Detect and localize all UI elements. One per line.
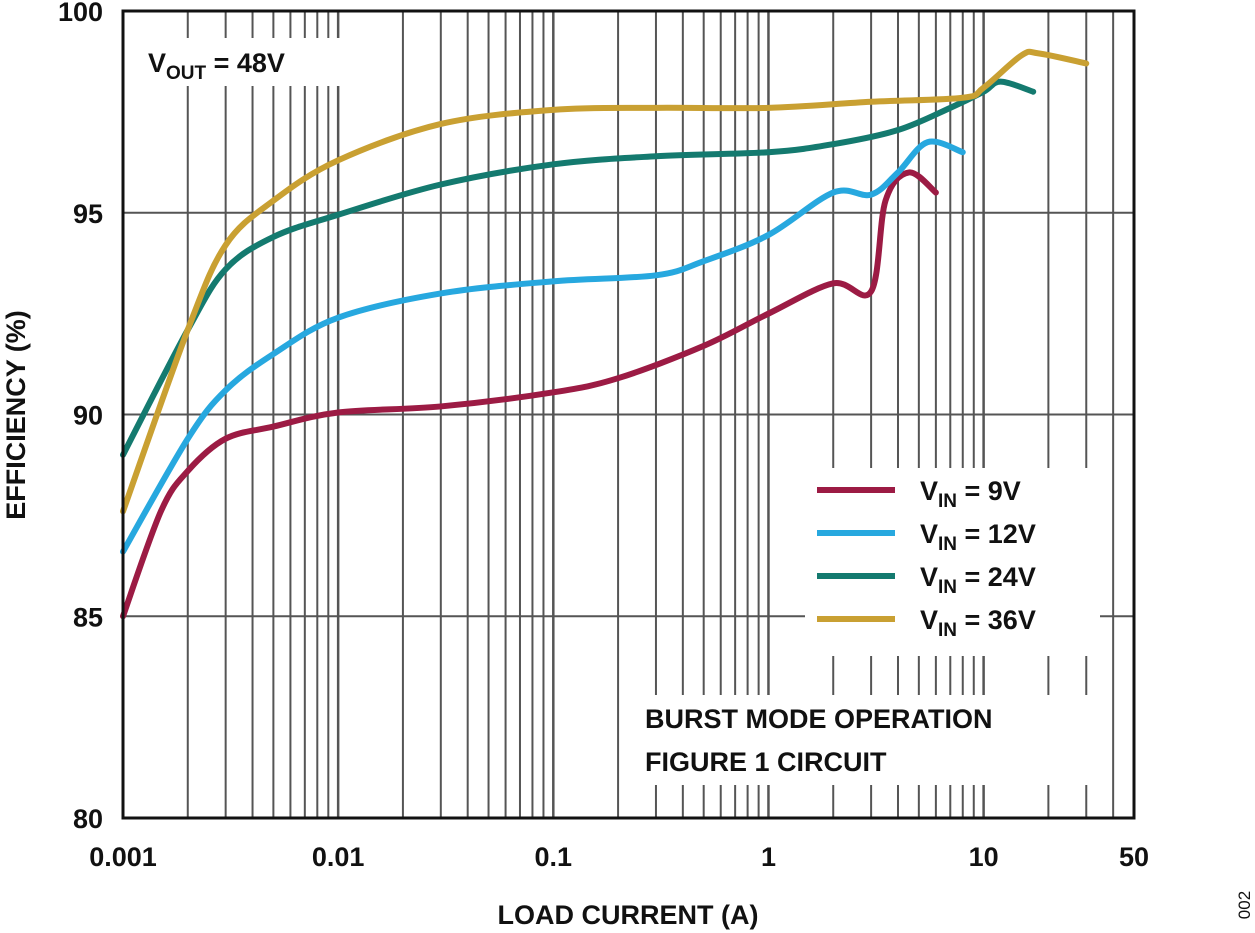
series-line-0 [120, 169, 939, 620]
x-tick-label: 1 [761, 842, 776, 872]
x-tick-label: 0.001 [89, 842, 157, 872]
y-tick-label: 80 [73, 804, 103, 834]
series-line-1 [120, 138, 966, 555]
legend-label: VIN = 12V [920, 519, 1036, 555]
mode-annotation: BURST MODE OPERATION FIGURE 1 CIRCUIT [636, 695, 1091, 785]
mode-line-1: BURST MODE OPERATION [645, 704, 993, 734]
x-tick-label: 0.01 [312, 842, 365, 872]
grid [123, 11, 1135, 818]
series-lines [120, 48, 1090, 620]
legend-label: VIN = 36V [920, 605, 1036, 641]
plot-frame [121, 9, 1136, 820]
series-line-2 [120, 78, 1037, 458]
y-tick-label: 90 [73, 401, 103, 431]
x-tick-label: 10 [969, 842, 999, 872]
x-tick-label: 0.1 [535, 842, 573, 872]
legend-label: VIN = 9V [920, 476, 1021, 512]
x-tick-label: 50 [1119, 842, 1149, 872]
figure-id: 002 [1235, 891, 1254, 919]
vout-annotation: VOUT = 48V [140, 38, 340, 86]
y-tick-label: 85 [73, 602, 103, 632]
series-line-3 [120, 48, 1090, 515]
tick-labels: 0.001 0.01 0.1 1 10 50 80 85 90 95 100 [58, 0, 1149, 872]
mode-line-2: FIGURE 1 CIRCUIT [645, 747, 887, 777]
x-axis-label: LOAD CURRENT (A) [498, 900, 759, 930]
y-axis-label: EFFICIENCY (%) [1, 310, 31, 520]
legend-label: VIN = 24V [920, 562, 1036, 598]
svg-text:VOUT = 48V: VOUT = 48V [148, 48, 285, 84]
y-tick-label: 100 [58, 0, 103, 27]
y-tick-label: 95 [73, 199, 103, 229]
legend: VIN = 9V VIN = 12V VIN = 24V VIN = 36V [805, 468, 1100, 656]
